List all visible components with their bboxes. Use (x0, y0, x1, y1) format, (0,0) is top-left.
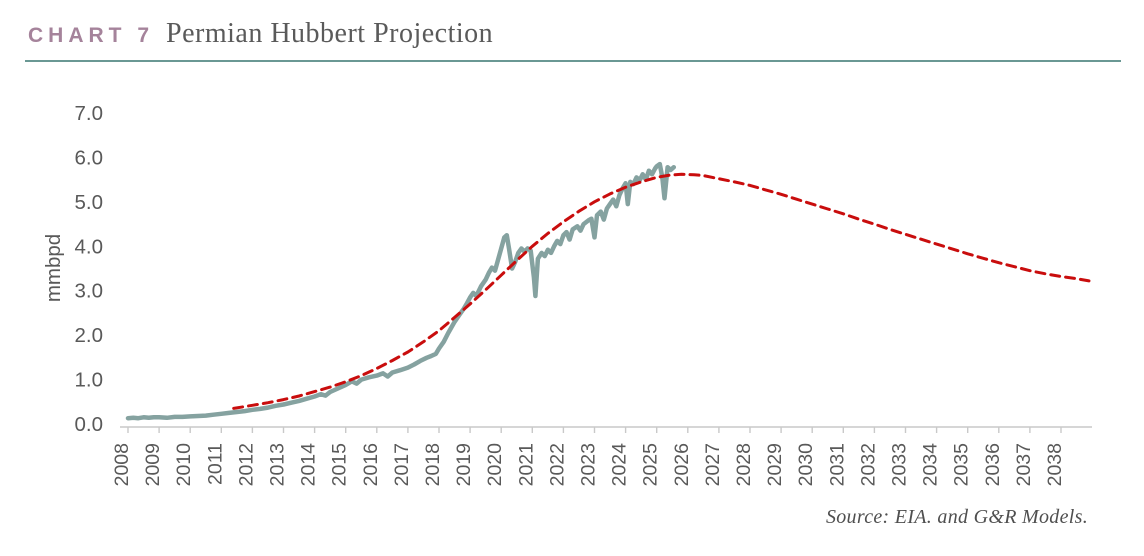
x-tick-label: 2021 (515, 443, 537, 486)
x-tick-label: 2024 (609, 443, 631, 487)
y-tick-label: 1.0 (75, 369, 104, 392)
x-tick-label: 2015 (329, 443, 351, 487)
y-tick-label: 5.0 (75, 191, 104, 214)
x-tick-label: 2014 (298, 443, 320, 487)
x-tick-label: 2036 (982, 443, 1004, 486)
source-note: Source: EIA. and G&R Models. (825, 506, 1088, 528)
x-tick-label: 2025 (640, 443, 662, 487)
y-tick-label: 3.0 (75, 280, 104, 303)
series-projection-line (232, 172, 1091, 410)
x-tick-label: 2022 (546, 443, 568, 486)
x-tick-label: 2031 (826, 443, 848, 486)
x-tick-label: 2018 (422, 443, 444, 486)
x-tick-label: 2023 (578, 443, 600, 486)
y-axis-title: mmbpd (42, 234, 65, 302)
y-tick-label: 7.0 (75, 102, 104, 125)
x-tick-label: 2033 (889, 443, 911, 486)
x-tick-label: 2029 (764, 443, 786, 486)
x-tick-label: 2008 (111, 443, 133, 486)
x-tick-label: 2032 (857, 443, 879, 486)
x-tick-label: 2012 (235, 443, 257, 486)
x-tick-label: 2010 (173, 443, 195, 487)
y-tick-label: 6.0 (75, 146, 104, 169)
x-tick-label: 2019 (453, 443, 475, 486)
page-title: Permian Hubbert Projection (166, 18, 494, 49)
x-tick-label: 2011 (204, 443, 226, 485)
series-actual-line (125, 161, 677, 421)
x-tick-label: 2035 (951, 443, 973, 487)
y-tick-label: 4.0 (75, 235, 104, 258)
x-tick-label: 2016 (360, 443, 382, 486)
x-tick-label: 2013 (267, 443, 289, 486)
chart-header: CHART 7 Permian Hubbert Projection (28, 18, 493, 50)
x-tick-label: 2026 (671, 443, 693, 486)
y-tick-label: 0.0 (75, 413, 104, 436)
x-tick-label: 2030 (795, 443, 817, 487)
chart-number-label: CHART 7 (28, 24, 155, 47)
x-tick-label: 2038 (1044, 443, 1066, 486)
x-tick-label: 2017 (391, 443, 413, 486)
x-tick-label: 2037 (1013, 443, 1035, 486)
x-tick-label: 2028 (733, 443, 755, 486)
x-tick-label: 2027 (702, 443, 724, 486)
x-tick-label: 2020 (484, 443, 506, 487)
x-tick-label: 2034 (920, 443, 942, 487)
x-tick-label: 2009 (142, 443, 164, 486)
y-tick-label: 2.0 (75, 324, 104, 347)
header-separator-line (25, 60, 1121, 62)
